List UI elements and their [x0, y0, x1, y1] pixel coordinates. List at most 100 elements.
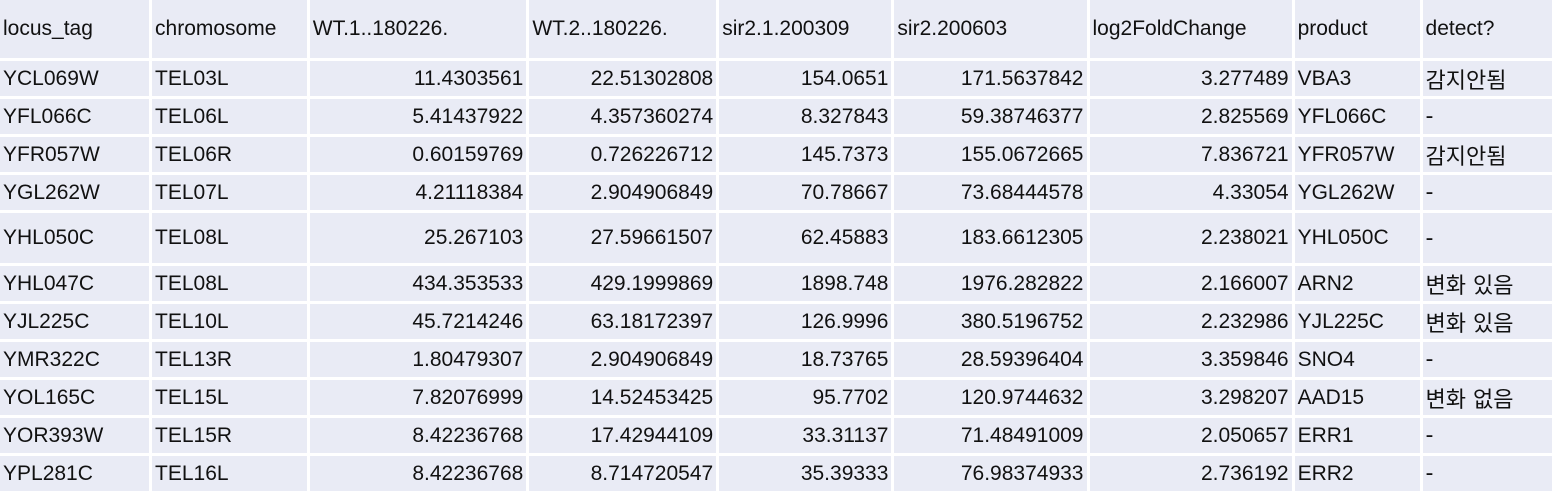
cell-sir2-1[interactable]: 18.73765 [719, 342, 892, 377]
cell-sir2-2[interactable]: 120.9744632 [894, 380, 1087, 415]
cell-wt2[interactable]: 8.714720547 [529, 456, 717, 491]
header-cell-product[interactable]: product [1294, 0, 1420, 58]
cell-locus-tag[interactable]: YHL047C [0, 266, 150, 301]
cell-wt1[interactable]: 4.21118384 [309, 175, 527, 210]
cell-locus-tag[interactable]: YHL050C [0, 213, 150, 263]
cell-log2foldchange[interactable]: 3.298207 [1089, 380, 1292, 415]
cell-detect[interactable]: - [1422, 175, 1552, 210]
cell-sir2-2[interactable]: 28.59396404 [894, 342, 1087, 377]
cell-sir2-2[interactable]: 171.5637842 [894, 61, 1087, 96]
cell-wt1[interactable]: 434.353533 [309, 266, 527, 301]
header-cell-sir2-1[interactable]: sir2.1.200309 [719, 0, 892, 58]
cell-product[interactable]: YHL050C [1294, 213, 1420, 263]
cell-log2foldchange[interactable]: 3.277489 [1089, 61, 1292, 96]
cell-sir2-1[interactable]: 145.7373 [719, 137, 892, 172]
cell-sir2-1[interactable]: 95.7702 [719, 380, 892, 415]
cell-locus-tag[interactable]: YCL069W [0, 61, 150, 96]
cell-detect[interactable]: 변화 있음 [1422, 304, 1552, 339]
cell-detect[interactable]: - [1422, 342, 1552, 377]
cell-wt2[interactable]: 0.726226712 [529, 137, 717, 172]
cell-log2foldchange[interactable]: 2.736192 [1089, 456, 1292, 491]
cell-sir2-1[interactable]: 126.9996 [719, 304, 892, 339]
cell-locus-tag[interactable]: YOR393W [0, 418, 150, 453]
cell-sir2-1[interactable]: 33.31137 [719, 418, 892, 453]
cell-chromosome[interactable]: TEL15L [152, 380, 307, 415]
cell-detect[interactable]: 감지안됨 [1422, 61, 1552, 96]
cell-wt1[interactable]: 1.80479307 [309, 342, 527, 377]
cell-chromosome[interactable]: TEL15R [152, 418, 307, 453]
cell-log2foldchange[interactable]: 2.238021 [1089, 213, 1292, 263]
cell-product[interactable]: YJL225C [1294, 304, 1420, 339]
cell-wt2[interactable]: 429.1999869 [529, 266, 717, 301]
cell-log2foldchange[interactable]: 3.359846 [1089, 342, 1292, 377]
cell-locus-tag[interactable]: YFL066C [0, 99, 150, 134]
cell-chromosome[interactable]: TEL08L [152, 213, 307, 263]
cell-wt2[interactable]: 14.52453425 [529, 380, 717, 415]
cell-detect[interactable]: - [1422, 213, 1552, 263]
cell-wt1[interactable]: 45.7214246 [309, 304, 527, 339]
header-cell-locus-tag[interactable]: locus_tag [0, 0, 150, 58]
cell-locus-tag[interactable]: YGL262W [0, 175, 150, 210]
cell-sir2-1[interactable]: 154.0651 [719, 61, 892, 96]
cell-wt2[interactable]: 27.59661507 [529, 213, 717, 263]
cell-locus-tag[interactable]: YMR322C [0, 342, 150, 377]
cell-product[interactable]: YGL262W [1294, 175, 1420, 210]
cell-product[interactable]: AAD15 [1294, 380, 1420, 415]
cell-product[interactable]: ERR1 [1294, 418, 1420, 453]
cell-sir2-2[interactable]: 59.38746377 [894, 99, 1087, 134]
cell-wt1[interactable]: 5.41437922 [309, 99, 527, 134]
cell-wt2[interactable]: 4.357360274 [529, 99, 717, 134]
cell-sir2-2[interactable]: 71.48491009 [894, 418, 1087, 453]
cell-detect[interactable]: 변화 있음 [1422, 266, 1552, 301]
cell-chromosome[interactable]: TEL16L [152, 456, 307, 491]
header-cell-wt1[interactable]: WT.1..180226. [309, 0, 527, 58]
cell-wt1[interactable]: 25.267103 [309, 213, 527, 263]
cell-locus-tag[interactable]: YFR057W [0, 137, 150, 172]
cell-product[interactable]: ARN2 [1294, 266, 1420, 301]
cell-log2foldchange[interactable]: 2.232986 [1089, 304, 1292, 339]
cell-product[interactable]: YFR057W [1294, 137, 1420, 172]
cell-wt1[interactable]: 0.60159769 [309, 137, 527, 172]
cell-detect[interactable]: 변화 없음 [1422, 380, 1552, 415]
cell-wt2[interactable]: 2.904906849 [529, 342, 717, 377]
cell-sir2-2[interactable]: 183.6612305 [894, 213, 1087, 263]
cell-locus-tag[interactable]: YPL281C [0, 456, 150, 491]
cell-chromosome[interactable]: TEL03L [152, 61, 307, 96]
cell-chromosome[interactable]: TEL13R [152, 342, 307, 377]
cell-sir2-1[interactable]: 70.78667 [719, 175, 892, 210]
header-cell-chromosome[interactable]: chromosome [152, 0, 307, 58]
cell-chromosome[interactable]: TEL06R [152, 137, 307, 172]
cell-wt1[interactable]: 8.42236768 [309, 418, 527, 453]
cell-detect[interactable]: - [1422, 456, 1552, 491]
cell-detect[interactable]: 감지안됨 [1422, 137, 1552, 172]
cell-log2foldchange[interactable]: 2.166007 [1089, 266, 1292, 301]
cell-product[interactable]: SNO4 [1294, 342, 1420, 377]
cell-wt2[interactable]: 17.42944109 [529, 418, 717, 453]
cell-sir2-2[interactable]: 73.68444578 [894, 175, 1087, 210]
cell-product[interactable]: ERR2 [1294, 456, 1420, 491]
cell-chromosome[interactable]: TEL10L [152, 304, 307, 339]
cell-log2foldchange[interactable]: 2.825569 [1089, 99, 1292, 134]
cell-sir2-2[interactable]: 1976.282822 [894, 266, 1087, 301]
cell-wt1[interactable]: 11.4303561 [309, 61, 527, 96]
cell-locus-tag[interactable]: YJL225C [0, 304, 150, 339]
cell-detect[interactable]: - [1422, 418, 1552, 453]
cell-detect[interactable]: - [1422, 99, 1552, 134]
header-cell-sir2-2[interactable]: sir2.200603 [894, 0, 1087, 58]
cell-wt2[interactable]: 22.51302808 [529, 61, 717, 96]
cell-wt1[interactable]: 8.42236768 [309, 456, 527, 491]
cell-log2foldchange[interactable]: 4.33054 [1089, 175, 1292, 210]
header-cell-detect[interactable]: detect? [1422, 0, 1552, 58]
header-cell-wt2[interactable]: WT.2..180226. [529, 0, 717, 58]
cell-chromosome[interactable]: TEL07L [152, 175, 307, 210]
cell-sir2-1[interactable]: 1898.748 [719, 266, 892, 301]
cell-product[interactable]: VBA3 [1294, 61, 1420, 96]
cell-sir2-2[interactable]: 380.5196752 [894, 304, 1087, 339]
cell-product[interactable]: YFL066C [1294, 99, 1420, 134]
cell-sir2-1[interactable]: 35.39333 [719, 456, 892, 491]
cell-chromosome[interactable]: TEL06L [152, 99, 307, 134]
cell-log2foldchange[interactable]: 7.836721 [1089, 137, 1292, 172]
cell-log2foldchange[interactable]: 2.050657 [1089, 418, 1292, 453]
cell-wt1[interactable]: 7.82076999 [309, 380, 527, 415]
cell-chromosome[interactable]: TEL08L [152, 266, 307, 301]
